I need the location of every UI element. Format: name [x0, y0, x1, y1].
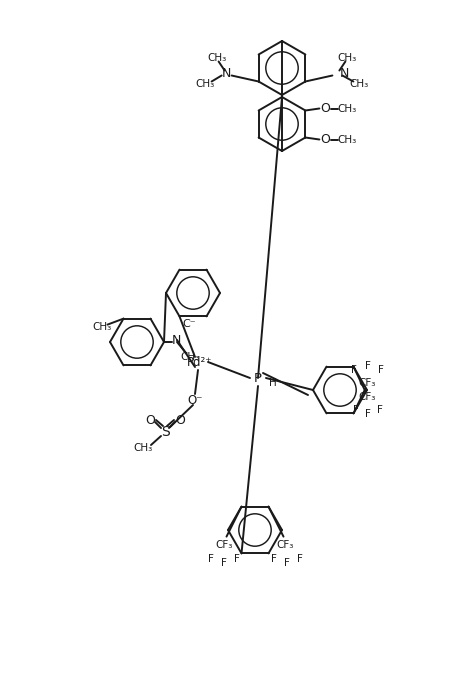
Text: N: N [222, 67, 231, 80]
Text: F: F [221, 558, 227, 567]
Text: CF₃: CF₃ [277, 539, 294, 550]
Text: F: F [207, 553, 213, 564]
Text: CF₃: CF₃ [216, 539, 233, 550]
Text: F: F [296, 553, 302, 564]
Text: O: O [175, 413, 185, 427]
Text: P: P [254, 372, 262, 385]
Text: C⁻: C⁻ [183, 319, 196, 330]
Text: O: O [145, 413, 155, 427]
Text: CH₃: CH₃ [338, 103, 357, 114]
Text: F: F [376, 405, 382, 415]
Text: CH₃: CH₃ [92, 321, 111, 332]
Text: O⁻: O⁻ [187, 394, 203, 406]
Text: H: H [269, 378, 277, 388]
Text: F: F [378, 365, 384, 376]
Text: O: O [321, 102, 331, 115]
Text: F: F [365, 408, 370, 419]
Text: CH₃: CH₃ [350, 79, 369, 89]
Text: F: F [284, 558, 290, 567]
Text: CH₃: CH₃ [338, 52, 357, 63]
Text: N: N [172, 333, 182, 346]
Text: F: F [350, 365, 356, 376]
Text: F: F [233, 553, 239, 564]
Text: CH₃: CH₃ [207, 52, 226, 63]
Text: F: F [365, 361, 370, 372]
Text: CH₃: CH₃ [195, 79, 214, 89]
Text: Pd²⁺: Pd²⁺ [188, 355, 212, 369]
Text: F: F [271, 553, 276, 564]
Text: CH₃: CH₃ [338, 135, 357, 144]
Text: CH₃: CH₃ [180, 352, 200, 362]
Text: CH₃: CH₃ [133, 443, 153, 453]
Text: CF₃: CF₃ [359, 392, 376, 401]
Text: CF₃: CF₃ [359, 378, 376, 388]
Text: S: S [161, 425, 169, 439]
Text: O: O [321, 133, 331, 146]
Text: N: N [340, 67, 349, 80]
Text: F: F [353, 405, 359, 415]
